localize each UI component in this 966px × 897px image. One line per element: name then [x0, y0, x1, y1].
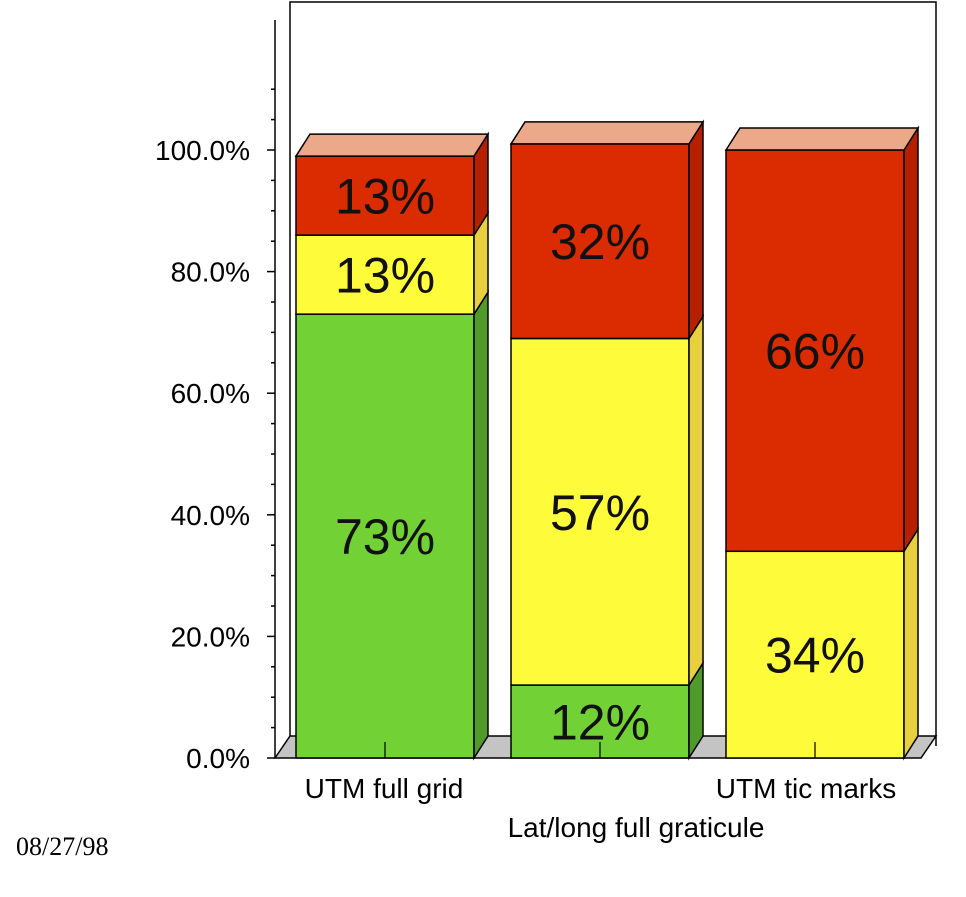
bar-segment: [295, 155, 475, 236]
bar-segment-side: [688, 119, 704, 342]
bar-top: [294, 133, 490, 157]
y-axis: 0.0% 20.0% 40.0% 60.0% 80.0% 100.0%: [155, 20, 276, 774]
data-label: 57%: [550, 485, 650, 541]
data-label: 73%: [335, 509, 435, 565]
data-label: 66%: [765, 324, 865, 380]
bar-segment-side: [688, 313, 704, 688]
bar-top: [509, 121, 705, 145]
bar-segment-side: [903, 125, 919, 554]
bar-segment-side: [903, 526, 919, 761]
y-tick-label: 80.0%: [171, 257, 250, 288]
bar-stack: 12% 57% 32%: [509, 119, 705, 761]
data-label: 32%: [550, 214, 650, 270]
data-label: 13%: [335, 169, 435, 225]
bars: 73% 13% 13% 12% 57% 32% 34% 66%: [294, 119, 920, 761]
bar-segment: [510, 337, 690, 686]
bar-segment-side: [473, 289, 489, 761]
y-tick-label: 100.0%: [155, 135, 250, 166]
y-tick-label: 0.0%: [186, 743, 250, 774]
x-category-label: UTM tic marks: [716, 773, 896, 804]
bar-stack: 73% 13% 13%: [294, 131, 490, 761]
bar-segment: [510, 143, 690, 340]
y-tick-label: 60.0%: [171, 378, 250, 409]
data-label: 34%: [765, 628, 865, 684]
x-category-label: UTM full grid: [305, 773, 464, 804]
data-label: 13%: [335, 248, 435, 304]
x-axis-labels: UTM full grid Lat/long full graticule UTM …: [305, 773, 897, 843]
bar-segment: [295, 313, 475, 759]
data-label: 12%: [550, 695, 650, 751]
x-category-label: Lat/long full graticule: [508, 812, 765, 843]
bar-top: [724, 127, 920, 151]
bar-stack: 34% 66%: [724, 125, 920, 761]
date-stamp: 08/27/98: [16, 832, 109, 861]
y-tick-label: 40.0%: [171, 500, 250, 531]
bar-segment: [295, 234, 475, 315]
y-tick-label: 20.0%: [171, 621, 250, 652]
